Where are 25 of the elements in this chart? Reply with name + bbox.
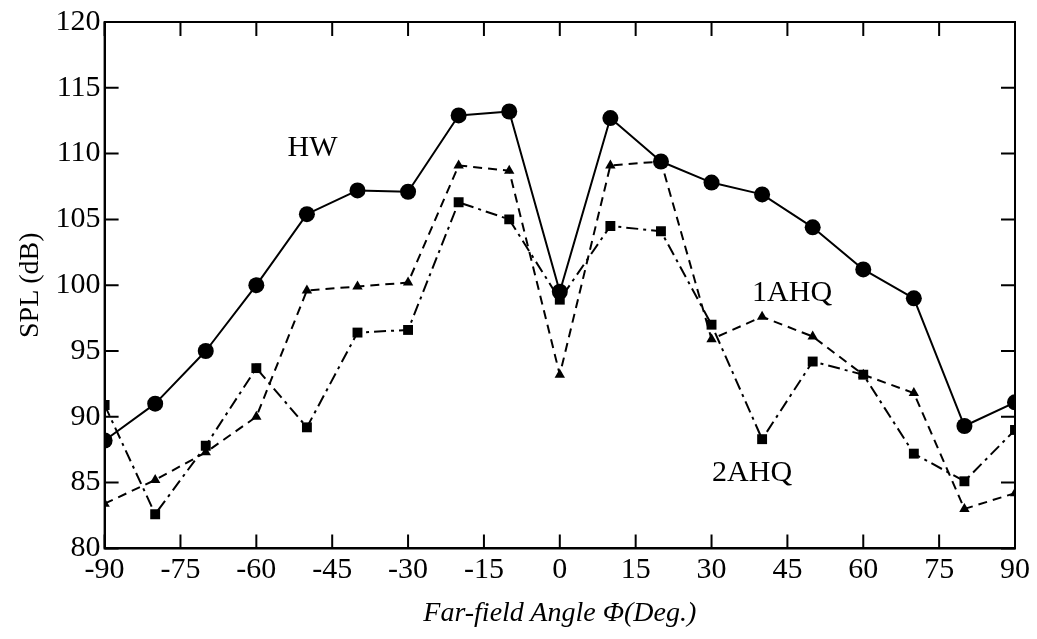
y-tick-label: 105 — [55, 200, 101, 234]
x-tick-label: 60 — [848, 551, 879, 585]
x-tick-label: -30 — [388, 551, 429, 585]
x-tick-label: -45 — [312, 551, 353, 585]
series-label: 1AHQ — [752, 273, 833, 307]
y-tick-label: 90 — [70, 397, 101, 431]
y-tick-label: 120 — [55, 2, 101, 36]
x-tick-label: 0 — [552, 551, 568, 585]
x-tick-label: -15 — [463, 551, 504, 585]
y-tick-label: 110 — [56, 134, 101, 168]
x-tick-label: 90 — [1000, 551, 1030, 585]
x-tick-label: -60 — [236, 551, 277, 585]
y-tick-label: 100 — [55, 266, 101, 300]
x-tick-label: 75 — [924, 551, 955, 585]
y-tick-label: 115 — [56, 68, 101, 102]
series-label: HW — [287, 129, 339, 163]
x-tick-label: 45 — [772, 551, 803, 585]
series-label: 2AHQ — [712, 454, 793, 488]
y-tick-label: 95 — [70, 331, 101, 365]
x-tick-label: 30 — [696, 551, 727, 585]
y-tick-label: 85 — [70, 463, 101, 497]
x-tick-label: 15 — [620, 551, 651, 585]
x-axis-title: Far-field Angle Φ(Deg.) — [422, 595, 697, 627]
x-tick-label: -75 — [160, 551, 201, 585]
y-axis-title: SPL (dB) — [13, 232, 45, 338]
